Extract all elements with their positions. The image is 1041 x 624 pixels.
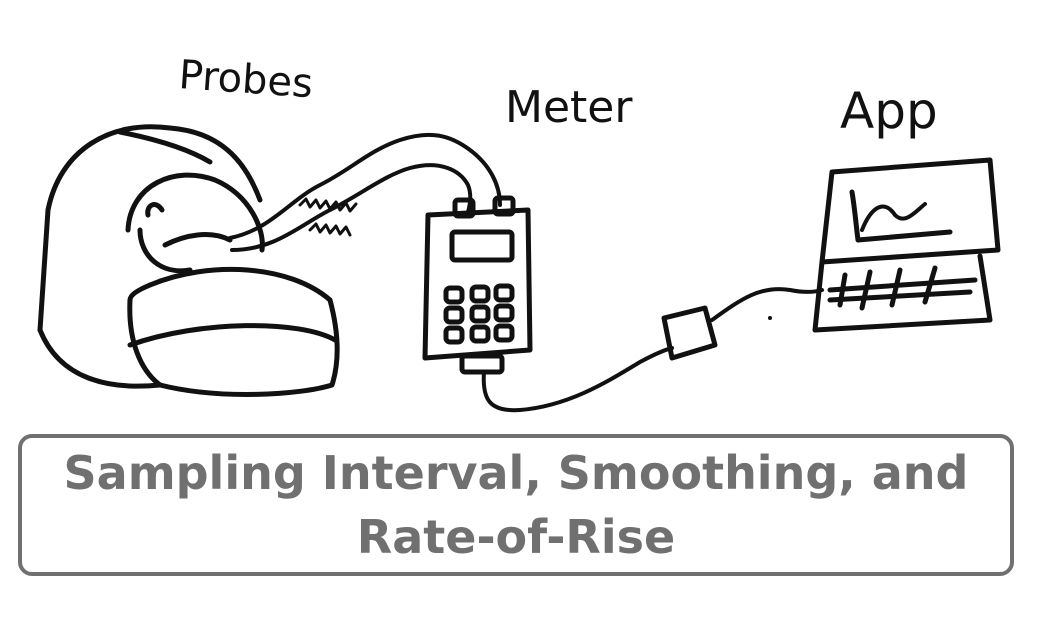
probes-label: Probes: [177, 52, 314, 107]
smoker-drawing: [37, 124, 340, 397]
meter-drawing: [422, 195, 533, 375]
title-box: Sampling Interval, Smoothing, and Rate-o…: [18, 434, 1014, 576]
app-label: App: [840, 82, 938, 140]
laptop-drawing: [812, 157, 1001, 333]
title-text: Sampling Interval, Smoothing, and Rate-o…: [63, 446, 969, 564]
ink-dot: [768, 316, 772, 320]
usb-cable: [481, 287, 824, 413]
meter-label: Meter: [505, 82, 633, 133]
probe-wires: [228, 132, 502, 252]
